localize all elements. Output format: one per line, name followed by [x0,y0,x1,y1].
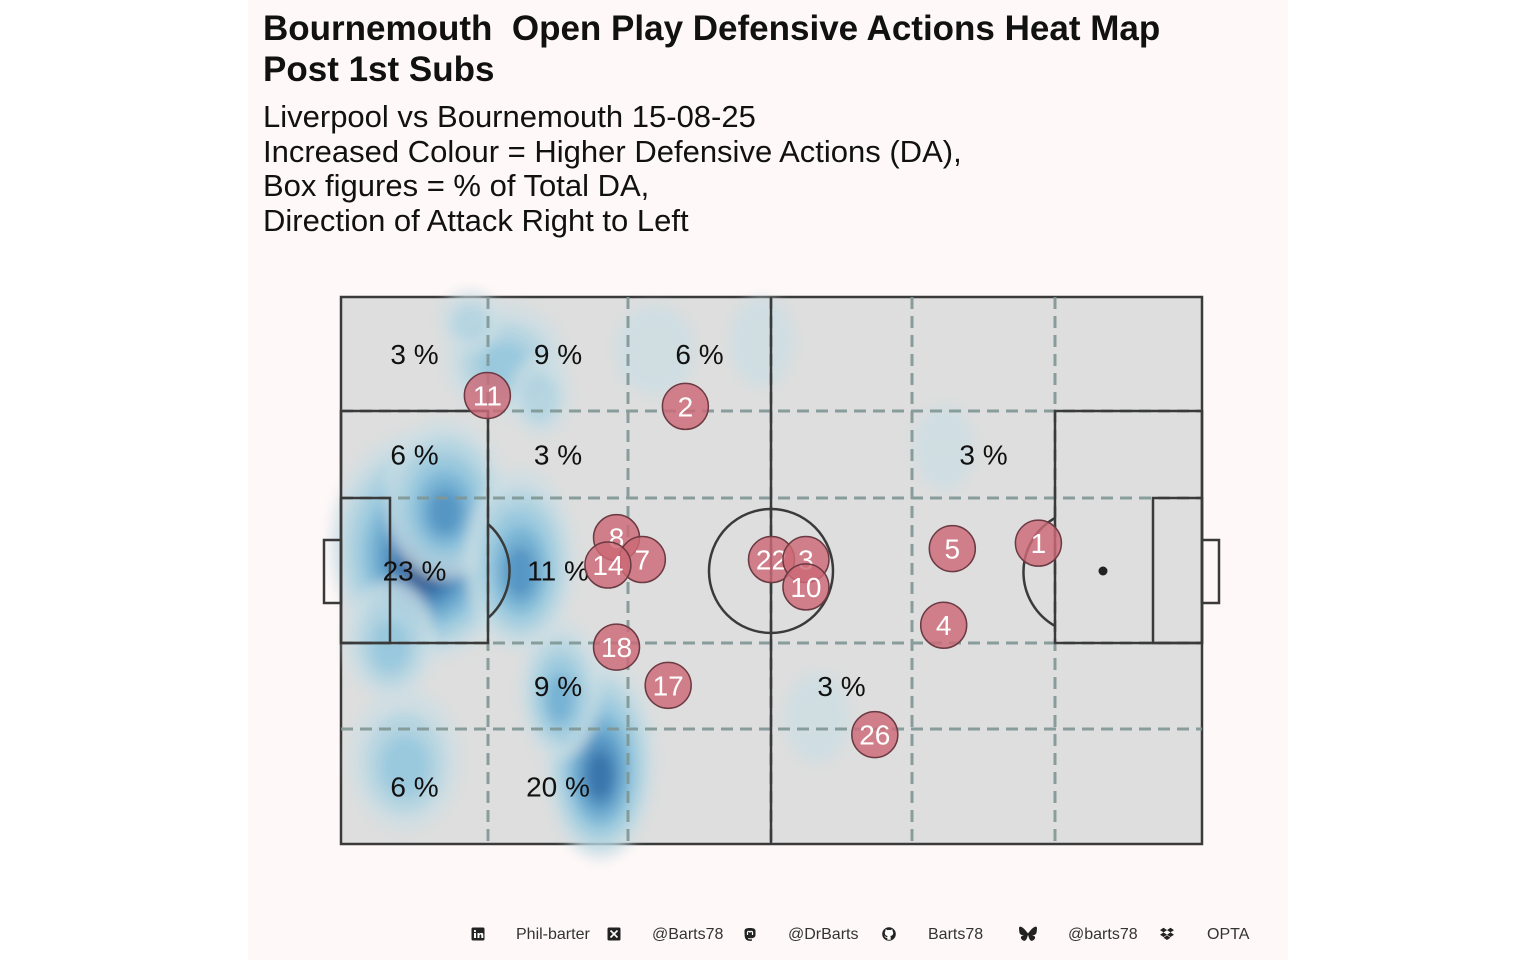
player-number: 26 [859,720,890,751]
bluesky-icon [1018,926,1038,942]
heat-contour [615,305,695,395]
player-number: 11 [473,380,502,411]
player-circle [592,623,641,671]
player-circle [782,563,830,611]
player-marker: 10 [782,563,830,611]
player-circle [644,661,692,710]
player-marker: 26 [851,710,899,759]
player-number: 18 [601,632,632,663]
player-circle [584,541,632,589]
heat-contour [427,489,463,535]
zone-percentage-label: 6 % [675,339,723,370]
player-number: 17 [653,670,684,701]
zone-percentage-label: 3 % [959,440,1007,471]
x-label: @Barts78 [652,926,724,943]
heat-contour [504,546,536,598]
zone-percentage-label: 23 % [383,556,447,587]
dropbox-icon [1159,926,1175,942]
heat-contour [370,619,410,673]
linkedin-label: Phil-barter [516,926,590,943]
player-number: 5 [945,534,961,565]
zone-percentage-label: 3 % [817,671,865,702]
chart-subtitle: Liverpool vs Bournemouth 15-08-25 Increa… [263,99,962,238]
player-number: 4 [936,610,952,641]
x-icon [606,926,622,942]
player-marker: 2 [661,382,710,431]
player-marker: 18 [592,623,641,671]
player-number: 2 [678,391,694,422]
mastodon-label: @DrBarts [788,926,859,943]
player-marker: 22 [747,535,796,584]
player-marker: 5 [928,524,977,573]
player-number: 7 [635,545,651,576]
player-circle [919,601,968,649]
player-circle [928,524,977,573]
zone-percentage-label: 6 % [390,440,438,471]
player-marker: 11 [463,371,512,420]
mastodon-icon [742,926,758,942]
left-goal [322,538,343,605]
heat-contour [521,373,559,423]
zone-percentage-label: 11 % [527,556,589,587]
player-circle [661,382,710,431]
heat-contour [914,406,974,490]
centre-circle [707,507,835,635]
heat-contour [730,297,794,387]
heat-contour [546,674,574,724]
player-number: 14 [592,550,623,581]
github-icon [881,926,897,942]
bluesky-label: @barts78 [1068,926,1138,943]
player-circle [463,371,512,420]
player-marker: 14 [584,541,632,589]
player-circle [1014,519,1063,567]
player-number: 22 [756,545,787,576]
player-circle [851,710,899,759]
player-marker: 17 [644,661,692,710]
player-number: 10 [790,572,821,603]
linkedin-icon [470,926,486,942]
right-goal [1200,538,1221,605]
player-marker: 1 [1014,519,1063,567]
zone-percentage-label: 9 % [534,339,582,370]
right-penalty-spot [1098,566,1108,576]
zone-percentage-label: 20 % [526,772,590,803]
zone-percentage-label: 3 % [534,440,582,471]
heat-contour [586,750,614,800]
zone-percentage-label: 9 % [534,671,582,702]
zone-percentage-labels: 3 % 9 % 6 % 6 % 3 % 3 % 23 % 11 % 9 % 3 % 6 % 20 % [383,339,1008,803]
github-label: Barts78 [928,926,984,943]
zone-percentage-label: 3 % [390,339,438,370]
heat-contour [380,734,430,798]
player-marker: 4 [919,601,968,649]
chart-title: Bournemouth Open Play Defensive Actions … [263,9,1161,89]
zone-percentage-label: 6 % [390,772,438,803]
heat-contour [785,673,849,763]
heat-contour [451,304,489,342]
left-penalty-arc [487,523,511,619]
opta-label: OPTA [1207,926,1250,943]
player-number: 1 [1031,528,1047,559]
heat-density-layer [330,290,974,860]
